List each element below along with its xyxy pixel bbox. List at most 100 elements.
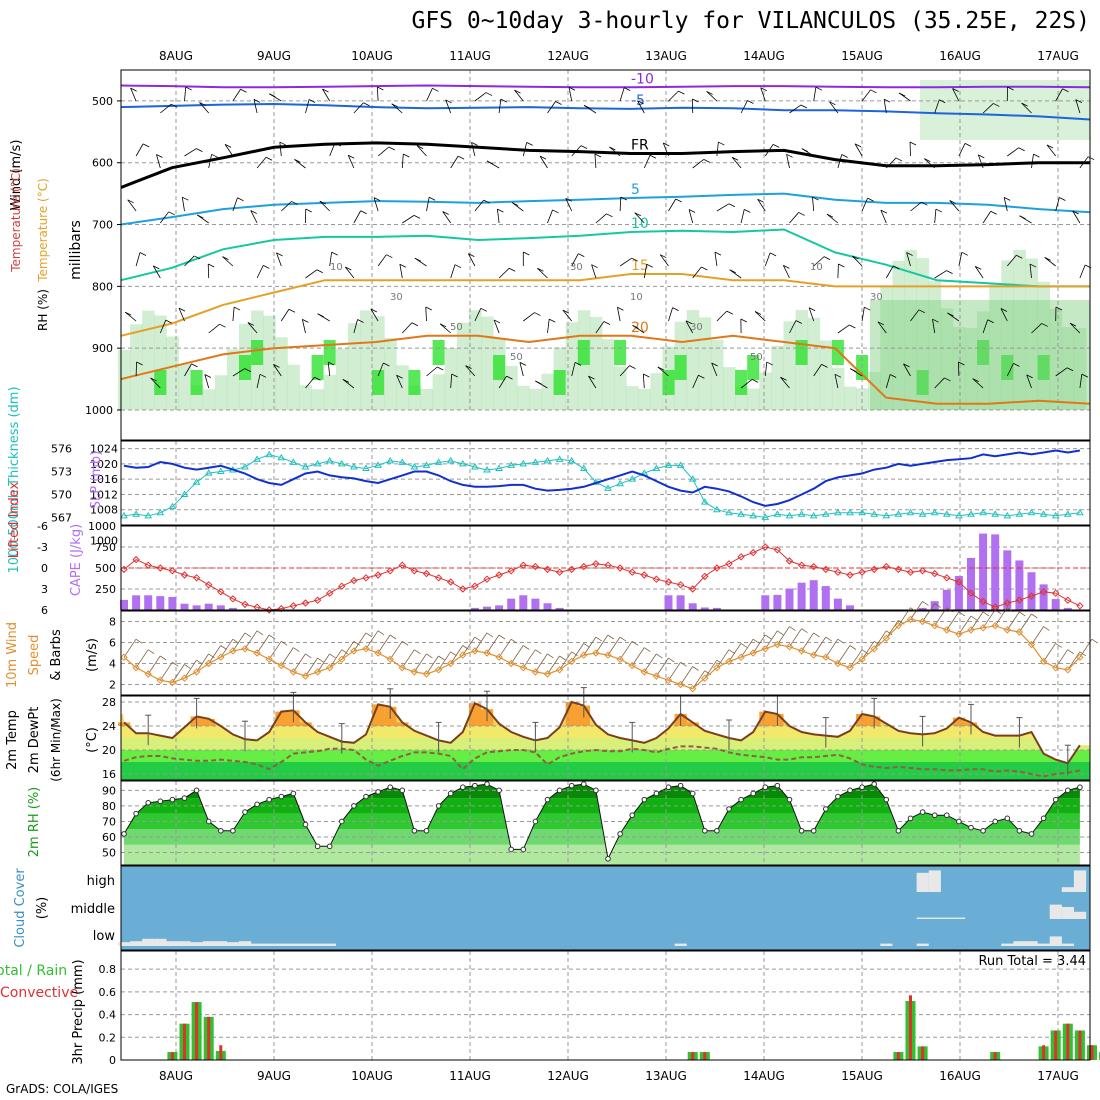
upper-wind-barb xyxy=(706,91,718,102)
wind-speed-marker xyxy=(531,668,540,676)
rh-marker xyxy=(605,855,611,862)
surface-wind-barb xyxy=(1006,611,1020,631)
upper-wind-barb xyxy=(780,377,790,389)
rh-marker xyxy=(157,798,164,805)
rh-marker xyxy=(568,782,575,789)
date-label-bottom: 8AUG xyxy=(159,1069,193,1083)
upper-wind-barb xyxy=(135,143,144,157)
surface-wind-barb xyxy=(377,634,391,654)
surface-wind-barb xyxy=(159,655,167,661)
upper-wind-barb xyxy=(334,142,342,147)
upper-wind-barb xyxy=(757,198,764,203)
precip-convective-bar xyxy=(219,1045,223,1060)
upper-wind-barb xyxy=(1003,197,1011,201)
surface-wind-barb xyxy=(353,640,361,646)
upper-wind-barb xyxy=(353,102,364,114)
rh-tick-label: 50 xyxy=(102,847,116,860)
rh-shading xyxy=(844,386,857,410)
thickness-marker xyxy=(410,462,419,470)
wind-speed-marker xyxy=(495,653,503,661)
thickness-marker xyxy=(918,510,927,517)
thickness-marker xyxy=(543,456,552,464)
upper-wind-barb xyxy=(764,144,774,157)
upper-wind-barb xyxy=(789,104,802,114)
surface-wind-barb xyxy=(861,649,869,655)
surface-wind-barb xyxy=(958,611,966,617)
rh-marker xyxy=(750,790,757,797)
lifted-index-marker xyxy=(967,589,975,597)
surface-wind-barb xyxy=(547,655,560,675)
cape-tick-label: 1000 xyxy=(88,520,116,533)
upper-wind-barb xyxy=(754,311,766,322)
rh-shading xyxy=(638,388,651,410)
cloud-bar xyxy=(1073,911,1087,919)
upper-wind-barb xyxy=(1031,154,1034,169)
upper-wind-barb xyxy=(237,197,244,202)
temp-tick-label: 16 xyxy=(102,768,116,781)
surface-wind-barb xyxy=(293,647,300,652)
upper-wind-barb xyxy=(547,101,556,114)
surface-wind-barb xyxy=(474,636,482,642)
upper-wind-barb xyxy=(171,103,178,108)
upper-wind-barb xyxy=(934,209,937,224)
upper-wind-barb xyxy=(159,319,167,334)
rh-marker xyxy=(944,812,950,819)
lifted-index-marker xyxy=(1051,589,1060,597)
upper-wind-barb xyxy=(402,215,415,224)
thickness-marker xyxy=(761,513,770,520)
wind-speed-marker xyxy=(325,663,334,672)
upper-wind-barb xyxy=(370,308,378,313)
rh-marker xyxy=(835,793,841,800)
wind-speed-marker xyxy=(967,626,975,634)
upper-wind-barb xyxy=(909,141,917,146)
rh-shading-high xyxy=(735,370,748,395)
cloud-bar xyxy=(916,943,929,946)
rh-marker xyxy=(883,796,890,803)
rh-shading xyxy=(166,336,179,410)
cloud-bar xyxy=(1013,941,1026,946)
upper-wind-barb xyxy=(294,159,301,163)
upper-wind-barb xyxy=(305,208,312,213)
surface-wind-barb xyxy=(934,603,941,608)
surface-wind-barb xyxy=(789,628,802,647)
rh-shading xyxy=(202,389,216,410)
thickness-tick-label: 576 xyxy=(51,443,72,456)
upper-wind-barb xyxy=(760,87,766,102)
rh-marker xyxy=(544,796,551,803)
upper-wind-barb xyxy=(204,374,212,378)
wind-speed-marker xyxy=(1076,653,1084,661)
upper-wind-barb xyxy=(191,363,198,368)
upper-wind-barb xyxy=(841,154,848,158)
rh-marker xyxy=(242,809,248,815)
rh-shading xyxy=(904,250,917,410)
lifted-index-marker xyxy=(785,557,794,565)
wind-speed-marker xyxy=(253,649,261,657)
wind-speed-marker xyxy=(846,663,854,672)
date-label-bottom: 15AUG xyxy=(841,1069,883,1083)
upper-wind-barb xyxy=(1007,147,1019,157)
surface-wind-barb xyxy=(922,603,935,622)
wind-speed-marker xyxy=(1039,657,1048,666)
thickness-tick-label: 570 xyxy=(51,488,72,501)
lifted-index-marker xyxy=(955,578,963,586)
upper-wind-barb xyxy=(269,93,276,98)
cloud-bar xyxy=(154,938,167,946)
wind-tick-label: 6 xyxy=(109,637,116,650)
upper-wind-barb xyxy=(432,87,439,92)
lifted-index-marker xyxy=(422,569,431,578)
upper-wind-barb xyxy=(153,265,160,270)
thickness-marker xyxy=(1027,508,1036,516)
slp-axis-label: SLP (mb) xyxy=(89,451,104,510)
upper-wind-barb xyxy=(1026,374,1033,379)
upper-wind-barb xyxy=(711,362,718,377)
upper-wind-barb xyxy=(150,377,161,389)
rh-shading xyxy=(589,316,603,410)
rh-shading xyxy=(831,367,845,410)
rh-shading xyxy=(263,315,276,410)
upper-wind-barb xyxy=(852,255,863,267)
cape-bar xyxy=(833,598,842,610)
wind-speed-marker xyxy=(350,647,358,655)
upper-wind-barb xyxy=(539,155,548,169)
surface-wind-barb xyxy=(982,611,990,617)
rh-marker xyxy=(581,781,587,787)
